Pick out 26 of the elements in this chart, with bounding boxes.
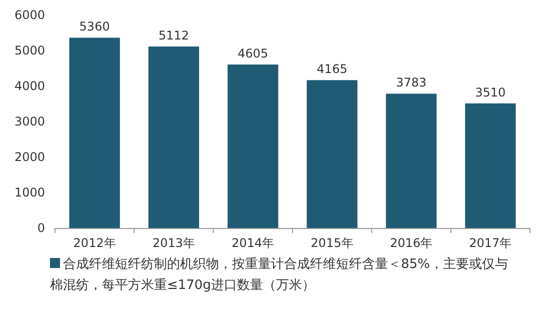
x-tick-label: 2017年 bbox=[469, 236, 512, 250]
x-tick-label: 2012年 bbox=[73, 236, 116, 250]
bar bbox=[306, 80, 358, 228]
data-label: 4605 bbox=[238, 46, 268, 61]
legend: 合成纤维短纤纺制的机织物，按重量计合成纤维短纤含量＜85%，主要或仅与棉混纺，每平方米重≤170g进口数量（万米） bbox=[50, 257, 508, 293]
y-tick-label: 1000 bbox=[14, 186, 45, 200]
data-label: 3510 bbox=[475, 85, 506, 100]
data-label: 5360 bbox=[79, 20, 110, 34]
y-tick-label: 6000 bbox=[14, 8, 45, 22]
x-tick-label: 2013年 bbox=[152, 236, 196, 250]
bar bbox=[69, 38, 120, 228]
x-tick-label: 2015年 bbox=[310, 236, 354, 250]
bar bbox=[386, 94, 437, 228]
data-label: 3783 bbox=[396, 76, 427, 90]
y-tick-label: 4000 bbox=[14, 79, 45, 93]
x-tick-label: 2014年 bbox=[232, 236, 274, 250]
x-tick-label: 2016年 bbox=[390, 236, 433, 250]
data-label: 5112 bbox=[158, 28, 190, 43]
y-tick-label: 3000 bbox=[14, 114, 45, 128]
bar bbox=[228, 64, 278, 228]
bar bbox=[465, 103, 516, 228]
y-tick-label: 2000 bbox=[14, 150, 45, 164]
y-tick-label: 0 bbox=[37, 221, 45, 235]
data-label: 4165 bbox=[316, 62, 348, 76]
y-tick-label: 5000 bbox=[14, 44, 45, 58]
bar bbox=[148, 46, 200, 228]
